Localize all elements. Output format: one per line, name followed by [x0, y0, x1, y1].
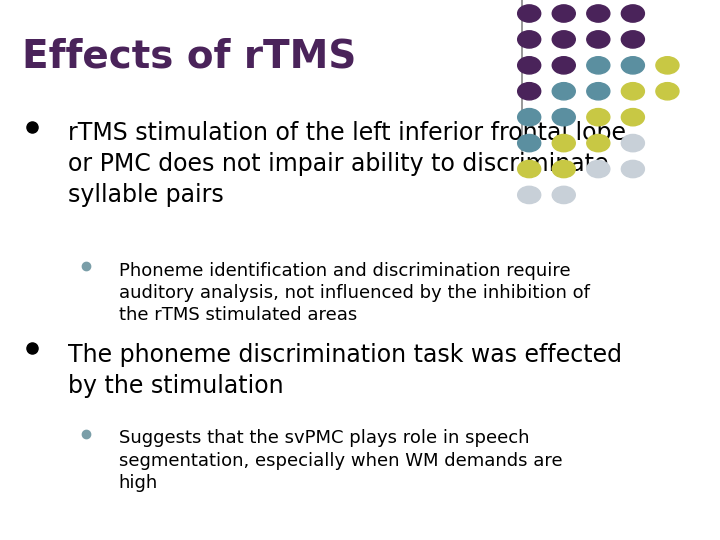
- Circle shape: [587, 109, 610, 126]
- Text: Suggests that the svPMC plays role in speech
segmentation, especially when WM de: Suggests that the svPMC plays role in sp…: [119, 429, 562, 492]
- Circle shape: [552, 134, 575, 152]
- Circle shape: [621, 134, 644, 152]
- Text: Phoneme identification and discrimination require
auditory analysis, not influen: Phoneme identification and discriminatio…: [119, 262, 590, 325]
- Circle shape: [621, 160, 644, 178]
- Circle shape: [656, 83, 679, 100]
- Circle shape: [587, 31, 610, 48]
- Circle shape: [518, 83, 541, 100]
- Circle shape: [621, 83, 644, 100]
- Circle shape: [552, 186, 575, 204]
- Circle shape: [587, 5, 610, 22]
- Circle shape: [552, 83, 575, 100]
- Circle shape: [621, 109, 644, 126]
- Text: The phoneme discrimination task was effected
by the stimulation: The phoneme discrimination task was effe…: [68, 343, 622, 397]
- Circle shape: [621, 31, 644, 48]
- Circle shape: [552, 57, 575, 74]
- Circle shape: [518, 186, 541, 204]
- Circle shape: [518, 57, 541, 74]
- Circle shape: [587, 57, 610, 74]
- Circle shape: [587, 134, 610, 152]
- Circle shape: [587, 83, 610, 100]
- Circle shape: [621, 5, 644, 22]
- Circle shape: [552, 31, 575, 48]
- Circle shape: [552, 160, 575, 178]
- Text: rTMS stimulation of the left inferior frontal lobe
or PMC does not impair abilit: rTMS stimulation of the left inferior fr…: [68, 122, 626, 207]
- Circle shape: [587, 160, 610, 178]
- Text: Effects of rTMS: Effects of rTMS: [22, 38, 356, 76]
- Circle shape: [518, 5, 541, 22]
- Circle shape: [518, 109, 541, 126]
- Circle shape: [518, 160, 541, 178]
- Circle shape: [518, 31, 541, 48]
- Circle shape: [518, 134, 541, 152]
- Circle shape: [552, 109, 575, 126]
- Circle shape: [656, 57, 679, 74]
- Circle shape: [552, 5, 575, 22]
- Circle shape: [621, 57, 644, 74]
